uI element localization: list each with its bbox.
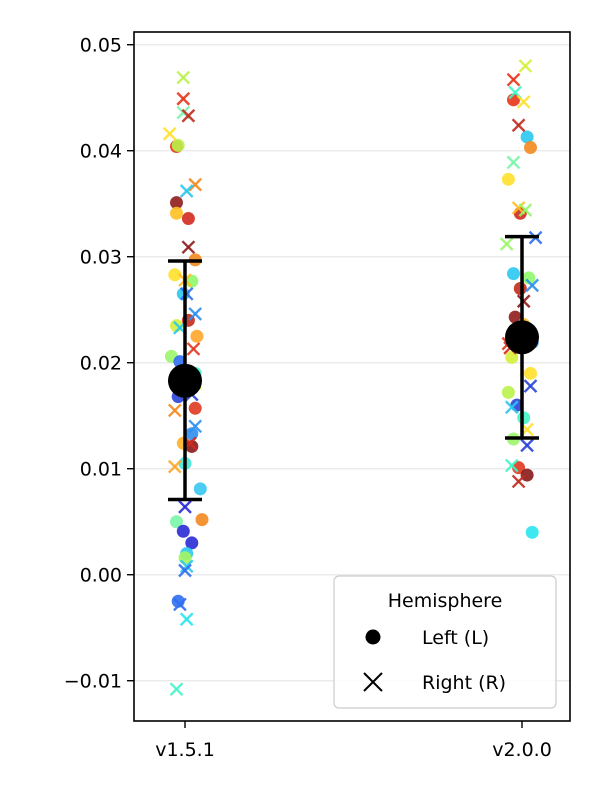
data-point-right — [511, 474, 526, 489]
gridlines — [134, 44, 570, 682]
data-point-left — [524, 141, 537, 155]
legend-label-left: Left (L) — [422, 627, 489, 649]
data-point-right — [178, 500, 192, 514]
data-point-left — [524, 366, 537, 380]
data-point-right — [181, 108, 196, 123]
data-point-left — [190, 329, 204, 343]
y-tick-label: 0.05 — [80, 35, 122, 57]
x-tick-label: v2.0.0 — [492, 739, 552, 761]
y-tick-label: 0.04 — [80, 141, 122, 163]
data-point-right — [504, 400, 519, 415]
mean-marker — [168, 363, 202, 398]
data-point-right — [188, 177, 203, 192]
x-axis: v1.5.1 v2.0.0 — [155, 721, 552, 761]
data-point-right — [179, 559, 194, 574]
data-point-right — [176, 70, 191, 85]
data-point-right — [518, 59, 533, 73]
data-point-right — [181, 240, 196, 255]
data-point-right — [178, 563, 192, 578]
data-point-right — [516, 95, 531, 109]
data-point-right — [523, 379, 538, 393]
data-point-left — [507, 267, 520, 281]
x-tick-label: v1.5.1 — [155, 739, 215, 761]
data-point-right — [167, 459, 182, 474]
data-point-left — [501, 385, 515, 399]
data-point-right — [173, 597, 187, 612]
y-tick-label: 0.01 — [80, 459, 122, 481]
data-point-left — [168, 268, 182, 282]
data-point-right — [518, 203, 533, 217]
data-point-left — [193, 482, 207, 496]
data-point-right — [179, 612, 194, 627]
data-point-left — [171, 138, 185, 152]
data-point-left — [170, 515, 183, 529]
data-point-right — [169, 682, 184, 697]
data-point-right — [520, 438, 534, 453]
y-tick-label: 0.03 — [80, 247, 122, 269]
data-point-left — [170, 206, 183, 220]
data-point-right — [511, 118, 526, 133]
data-point-left — [176, 524, 190, 538]
legend-marker-right — [363, 672, 383, 692]
data-point-right — [499, 237, 514, 251]
data-point-left — [181, 212, 195, 226]
data-point-right — [525, 278, 540, 293]
legend: Hemisphere Left (L) Right (R) — [333, 575, 557, 709]
data-point-right — [179, 184, 194, 198]
data-point-left — [170, 196, 183, 210]
data-point-left — [522, 271, 536, 285]
data-point-right — [162, 126, 177, 141]
data-point-left — [185, 536, 199, 550]
y-tick-label: 0.02 — [80, 353, 122, 375]
summary-markers — [168, 234, 539, 502]
data-point-left — [520, 130, 534, 144]
data-point-right — [167, 403, 182, 418]
data-point-left — [508, 310, 522, 324]
data-point-right — [186, 342, 201, 356]
data-point-left — [501, 172, 515, 186]
axes-frame — [133, 31, 571, 722]
data-point-left — [195, 513, 209, 527]
data-point-right — [188, 419, 203, 434]
data-point-right — [188, 307, 203, 321]
data-point-right — [176, 91, 191, 106]
data-point-left — [520, 468, 534, 482]
legend-marker-left — [365, 629, 381, 645]
y-tick-label: −0.01 — [64, 671, 122, 693]
y-tick-label: 0.00 — [80, 565, 122, 587]
y-axis: −0.01 0.00 0.01 0.02 0.03 0.04 0.05 — [64, 35, 134, 693]
data-point-right — [506, 155, 521, 170]
data-point-left — [188, 401, 202, 415]
data-point-right — [504, 458, 519, 473]
mean-marker — [505, 320, 539, 355]
data-point-right — [506, 72, 521, 87]
legend-box — [333, 575, 557, 709]
legend-label-right: Right (R) — [422, 672, 506, 694]
legend-title: Hemisphere — [388, 590, 503, 612]
data-point-left — [512, 461, 526, 475]
data-point-left — [525, 525, 539, 539]
